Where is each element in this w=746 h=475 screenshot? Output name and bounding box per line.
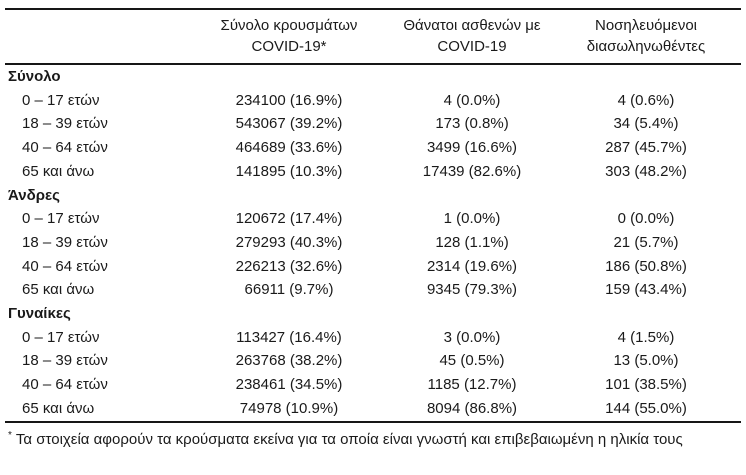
table-row: 0 – 17 ετών 120672 (17.4%) 1 (0.0%) 0 (0… [5,207,741,231]
column-header-intubated-line1: Νοσηλευόμενοι [594,17,697,34]
section-row-women: Γυναίκες [5,302,741,326]
covid-age-sex-table: Σύνολο κρουσμάτων COVID-19* Θάνατοι ασθε… [5,8,741,423]
row-label: 65 και άνω [22,399,95,417]
cases-cell: 464689 (33.6%) [235,139,343,157]
intubated-cell: 34 (5.4%) [613,115,679,133]
column-header-intubated-line2: διασωληνωθέντες [586,38,706,55]
table-row: 40 – 64 ετών 238461 (34.5%) 1185 (12.7%)… [5,373,741,397]
cases-cell: 543067 (39.2%) [235,115,343,133]
footnote-text: Τα στοιχεία αφορούν τα κρούσματα εκείνα … [15,430,683,448]
row-label: 40 – 64 ετών [22,376,108,394]
table-header-row: Σύνολο κρουσμάτων COVID-19* Θάνατοι ασθε… [5,9,741,65]
column-header-deaths-line1: Θάνατοι ασθενών με [403,17,541,34]
row-label: 0 – 17 ετών [22,328,100,346]
table-row: 18 – 39 ετών 543067 (39.2%) 173 (0.8%) 3… [5,112,741,136]
section-label: Άνδρες [8,186,60,204]
intubated-cell: 186 (50.8%) [605,257,687,275]
deaths-cell: 173 (0.8%) [435,115,509,133]
column-header-cases-line1: Σύνολο κρουσμάτων [220,17,358,34]
cases-cell: 113427 (16.4%) [236,328,342,346]
deaths-cell: 2314 (19.6%) [426,257,518,275]
table-row: 40 – 64 ετών 464689 (33.6%) 3499 (16.6%)… [5,136,741,160]
table-row: 0 – 17 ετών 113427 (16.4%) 3 (0.0%) 4 (1… [5,326,741,350]
intubated-cell: 101 (38.5%) [605,376,687,394]
table-row: 65 και άνω 141895 (10.3%) 17439 (82.6%) … [5,160,741,184]
table-row: 0 – 17 ετών 234100 (16.9%) 4 (0.0%) 4 (0… [5,89,741,113]
cases-cell: 74978 (10.9%) [239,399,339,417]
cases-cell: 234100 (16.9%) [235,91,343,109]
row-label: 65 και άνω [22,281,95,299]
column-header-deaths-line2: COVID-19 [437,38,507,55]
deaths-cell: 1185 (12.7%) [427,376,517,394]
cases-cell: 238461 (34.5%) [235,376,343,394]
deaths-cell: 128 (1.1%) [435,233,509,251]
row-label: 18 – 39 ετών [22,233,108,251]
footnote: * Τα στοιχεία αφορούν τα κρούσματα εκείνα… [8,425,741,450]
footnote-marker: * [8,429,12,441]
column-header-empty [5,9,185,65]
deaths-cell: 1 (0.0%) [443,210,501,228]
deaths-cell: 45 (0.5%) [439,352,505,370]
column-header-cases-line2: COVID-19* [251,38,327,55]
deaths-cell: 4 (0.0%) [443,91,501,109]
row-label: 18 – 39 ετών [22,115,108,133]
section-row-total: Σύνολο [5,64,741,89]
row-label: 0 – 17 ετών [22,91,100,109]
row-label: 0 – 17 ετών [22,210,100,228]
table-row: 65 και άνω 66911 (9.7%) 9345 (79.3%) 159… [5,278,741,302]
table-row: 18 – 39 ετών 279293 (40.3%) 128 (1.1%) 2… [5,231,741,255]
intubated-cell: 0 (0.0%) [617,210,675,228]
intubated-cell: 287 (45.7%) [605,139,687,157]
intubated-cell: 13 (5.0%) [613,352,679,370]
cases-cell: 66911 (9.7%) [244,281,334,299]
intubated-cell: 21 (5.7%) [613,233,679,251]
deaths-cell: 3499 (16.6%) [426,139,518,157]
column-header-intubated: Νοσηλευόμενοι διασωληνωθέντες [551,9,741,65]
row-label: 65 και άνω [22,162,95,180]
intubated-cell: 4 (1.5%) [617,328,675,346]
section-row-men: Άνδρες [5,184,741,208]
row-label: 40 – 64 ετών [22,257,108,275]
deaths-cell: 8094 (86.8%) [426,399,518,417]
section-label: Γυναίκες [8,305,71,323]
row-label: 18 – 39 ετών [22,352,108,370]
intubated-cell: 159 (43.4%) [605,281,687,299]
cases-cell: 226213 (32.6%) [235,257,343,275]
column-header-cases: Σύνολο κρουσμάτων COVID-19* [185,9,393,65]
table-row: 18 – 39 ετών 263768 (38.2%) 45 (0.5%) 13… [5,349,741,373]
deaths-cell: 17439 (82.6%) [422,162,522,180]
deaths-cell: 3 (0.0%) [443,328,501,346]
cases-cell: 120672 (17.4%) [235,210,343,228]
cases-cell: 279293 (40.3%) [235,233,343,251]
report-table-page: Σύνολο κρουσμάτων COVID-19* Θάνατοι ασθε… [5,8,741,450]
deaths-cell: 9345 (79.3%) [426,281,518,299]
row-label: 40 – 64 ετών [22,139,108,157]
table-row: 65 και άνω 74978 (10.9%) 8094 (86.8%) 14… [5,397,741,422]
table-row: 40 – 64 ετών 226213 (32.6%) 2314 (19.6%)… [5,255,741,279]
section-label: Σύνολο [8,68,61,85]
intubated-cell: 4 (0.6%) [617,91,675,109]
cases-cell: 263768 (38.2%) [235,352,343,370]
intubated-cell: 144 (55.0%) [605,399,687,417]
column-header-deaths: Θάνατοι ασθενών με COVID-19 [393,9,551,65]
intubated-cell: 303 (48.2%) [605,162,687,180]
cases-cell: 141895 (10.3%) [235,162,343,180]
